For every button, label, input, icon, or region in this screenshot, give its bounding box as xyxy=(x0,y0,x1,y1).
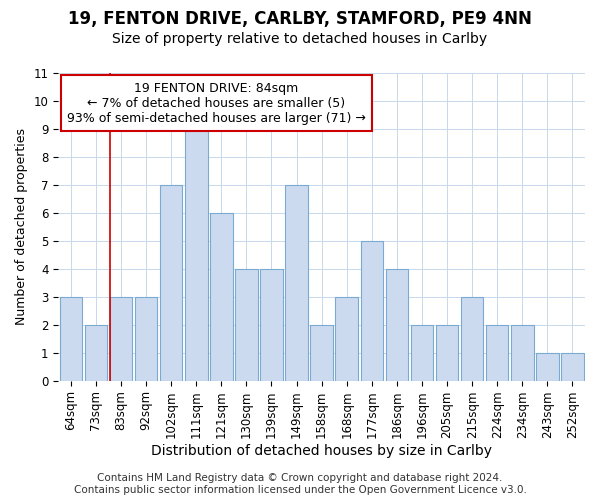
Bar xyxy=(210,212,233,380)
Text: Contains HM Land Registry data © Crown copyright and database right 2024.
Contai: Contains HM Land Registry data © Crown c… xyxy=(74,474,526,495)
Bar xyxy=(310,324,333,380)
Bar xyxy=(386,268,408,380)
Bar xyxy=(135,296,157,380)
Bar xyxy=(59,296,82,380)
Bar xyxy=(185,128,208,380)
Bar xyxy=(436,324,458,380)
Text: Size of property relative to detached houses in Carlby: Size of property relative to detached ho… xyxy=(112,32,488,46)
Bar xyxy=(160,184,182,380)
Bar xyxy=(260,268,283,380)
Text: 19 FENTON DRIVE: 84sqm
← 7% of detached houses are smaller (5)
93% of semi-detac: 19 FENTON DRIVE: 84sqm ← 7% of detached … xyxy=(67,82,366,124)
Bar xyxy=(285,184,308,380)
Bar xyxy=(110,296,132,380)
X-axis label: Distribution of detached houses by size in Carlby: Distribution of detached houses by size … xyxy=(151,444,492,458)
Bar xyxy=(486,324,508,380)
Bar xyxy=(335,296,358,380)
Bar xyxy=(85,324,107,380)
Y-axis label: Number of detached properties: Number of detached properties xyxy=(15,128,28,325)
Text: 19, FENTON DRIVE, CARLBY, STAMFORD, PE9 4NN: 19, FENTON DRIVE, CARLBY, STAMFORD, PE9 … xyxy=(68,10,532,28)
Bar xyxy=(410,324,433,380)
Bar xyxy=(461,296,484,380)
Bar xyxy=(235,268,257,380)
Bar xyxy=(361,240,383,380)
Bar xyxy=(511,324,533,380)
Bar xyxy=(561,352,584,380)
Bar xyxy=(536,352,559,380)
